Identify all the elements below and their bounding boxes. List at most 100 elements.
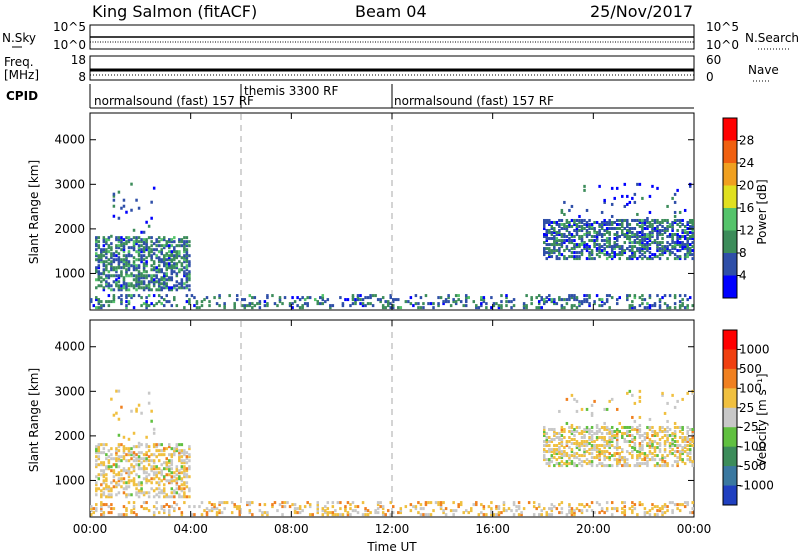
velocity-cell: [610, 454, 614, 458]
power-cell: [140, 238, 143, 242]
power-cell: [631, 300, 634, 304]
power-cell: [583, 300, 586, 304]
velocity-cell: [97, 457, 101, 461]
power-cell: [603, 239, 606, 243]
power-cell: [321, 298, 325, 302]
power-cell: [613, 226, 616, 230]
velocity-cell: [293, 507, 297, 511]
power-cell: [188, 270, 191, 274]
power-scatter: [90, 182, 694, 310]
velocity-cell: [180, 461, 184, 465]
velocity-cell: [120, 455, 123, 459]
power-cell: [142, 238, 146, 242]
power-cell: [107, 258, 111, 262]
velocity-cell: [545, 450, 549, 454]
power-cell: [122, 254, 126, 258]
power-cell: [688, 243, 692, 247]
power-cell: [291, 306, 294, 310]
velocity-cell: [180, 511, 184, 515]
velocity-cell: [117, 455, 121, 459]
power-cell: [643, 298, 647, 302]
power-cell: [454, 300, 458, 304]
power-cell: [110, 252, 113, 256]
velocity-cell: [623, 462, 627, 466]
power-cell: [578, 235, 581, 239]
velocity-cell: [349, 507, 352, 511]
power-cell: [150, 278, 153, 282]
velocity-cell: [205, 513, 209, 517]
velocity-cell: [595, 423, 599, 427]
velocity-cell: [558, 448, 561, 452]
power-cell: [583, 222, 586, 226]
power-cell: [683, 253, 687, 257]
power-cell: [185, 254, 189, 258]
velocity-cell: [130, 471, 133, 475]
power-cell: [147, 248, 151, 252]
power-cell: [540, 298, 543, 302]
power-cell: [661, 237, 664, 241]
velocity-cell: [95, 481, 98, 485]
power-cell: [600, 251, 604, 255]
power-cell: [137, 248, 141, 252]
velocity-cell: [439, 503, 443, 507]
velocity-cell: [215, 513, 219, 517]
power-cell: [615, 233, 619, 237]
power-cell: [135, 288, 138, 292]
velocity-cell: [173, 495, 176, 499]
velocity-cell: [593, 399, 596, 403]
power-cell: [107, 244, 111, 248]
power-cell: [588, 253, 591, 257]
velocity-cell: [553, 505, 556, 509]
power-cell: [636, 235, 639, 239]
power-cell: [117, 286, 121, 290]
velocity-xtick-label: 20:00: [576, 522, 611, 536]
power-cell: [585, 231, 589, 235]
power-cell: [173, 254, 176, 258]
power-cell: [120, 240, 123, 244]
power-cell: [631, 306, 634, 310]
power-cell: [631, 257, 634, 261]
power-cell: [233, 304, 236, 308]
power-cell: [673, 294, 677, 298]
power-cell: [115, 258, 118, 262]
power-cell: [381, 304, 385, 308]
velocity-cell: [653, 440, 657, 444]
power-cell: [588, 251, 591, 255]
power-cell: [585, 229, 589, 233]
velocity-cell: [615, 442, 619, 446]
velocity-cell: [550, 460, 554, 464]
velocity-cell: [97, 443, 101, 447]
power-cell: [543, 298, 546, 302]
power-cell: [437, 302, 440, 306]
power-cell: [127, 262, 131, 266]
power-cell: [165, 266, 168, 270]
power-cell: [100, 254, 103, 258]
power-cell: [135, 264, 138, 268]
velocity-cell: [127, 449, 131, 453]
velocity-cell: [686, 391, 689, 395]
velocity-cell: [122, 447, 126, 451]
velocity-cell: [653, 446, 657, 450]
velocity-cell: [543, 440, 546, 444]
velocity-cell: [331, 501, 335, 505]
power-cell: [691, 237, 694, 241]
velocity-cell: [628, 444, 632, 448]
velocity-cell: [266, 513, 269, 517]
velocity-cell: [618, 429, 621, 433]
velocity-cell: [389, 513, 392, 517]
velocity-cell: [636, 456, 639, 460]
power-cell: [565, 298, 569, 302]
velocity-cell: [663, 462, 667, 466]
power-cell: [344, 298, 347, 302]
power-cell: [142, 262, 146, 266]
velocity-cell: [157, 495, 161, 499]
velocity-cell: [142, 501, 146, 505]
power-cell: [663, 226, 667, 230]
power-cell: [125, 304, 128, 308]
power-cell: [392, 298, 395, 302]
velocity-cell: [180, 443, 184, 447]
velocity-cell: [132, 455, 136, 459]
power-cell: [648, 257, 652, 261]
power-cell: [125, 284, 128, 288]
power-cell: [95, 298, 98, 302]
